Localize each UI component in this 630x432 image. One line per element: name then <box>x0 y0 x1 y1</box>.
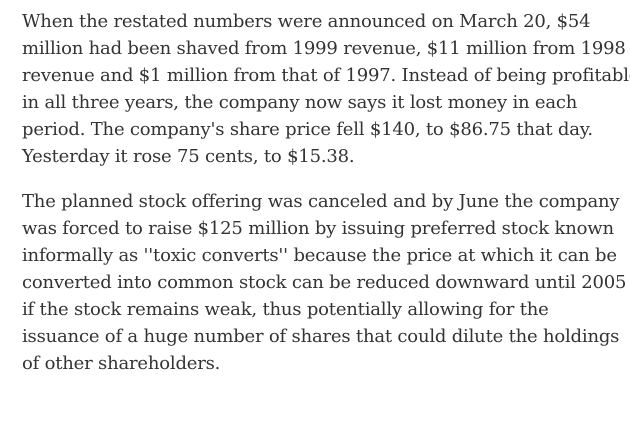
text-line: million had been shaved from 1999 revenu… <box>22 38 626 59</box>
article-body: When the restated numbers were announced… <box>22 8 630 395</box>
text-line: in all three years, the company now says… <box>22 92 578 113</box>
text-line: issuance of a huge number of shares that… <box>22 326 620 347</box>
text-line: period. The company's share price fell $… <box>22 119 593 140</box>
text-line: of other shareholders. <box>22 353 221 374</box>
text-line: revenue and $1 million from that of 1997… <box>22 65 630 86</box>
text-line: informally as ''toxic converts'' because… <box>22 245 617 266</box>
paragraph-restated-numbers: When the restated numbers were announced… <box>22 8 630 170</box>
text-line: Yesterday it rose 75 cents, to $15.38. <box>22 146 355 167</box>
text-line: When the restated numbers were announced… <box>22 11 591 32</box>
text-line: The planned stock offering was canceled … <box>22 191 620 212</box>
text-line: if the stock remains weak, thus potentia… <box>22 299 549 320</box>
text-line: was forced to raise $125 million by issu… <box>22 218 614 239</box>
text-line: converted into common stock can be reduc… <box>22 272 627 293</box>
paragraph-stock-offering: The planned stock offering was canceled … <box>22 188 627 377</box>
